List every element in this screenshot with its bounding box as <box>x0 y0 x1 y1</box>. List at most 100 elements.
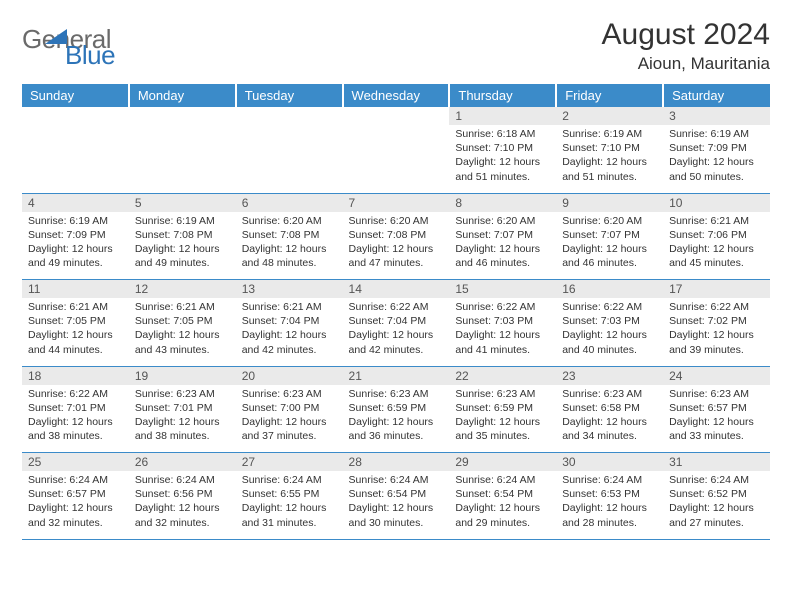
sunrise-line: Sunrise: 6:24 AM <box>349 473 444 487</box>
sunrise-line: Sunrise: 6:24 AM <box>455 473 550 487</box>
day-number-row: 11121314151617 <box>22 280 770 299</box>
sunset-line: Sunset: 6:57 PM <box>28 487 123 501</box>
sunset-line: Sunset: 6:54 PM <box>349 487 444 501</box>
sunset-line: Sunset: 6:54 PM <box>455 487 550 501</box>
day-number-cell: 30 <box>556 453 663 472</box>
sunrise-line: Sunrise: 6:19 AM <box>135 214 230 228</box>
daylight-line: Daylight: 12 hours and 51 minutes. <box>562 155 657 183</box>
daylight-line: Daylight: 12 hours and 37 minutes. <box>242 415 337 443</box>
day-data-cell: Sunrise: 6:24 AMSunset: 6:55 PMDaylight:… <box>236 471 343 539</box>
sunset-line: Sunset: 7:05 PM <box>28 314 123 328</box>
day-number-cell: 17 <box>663 280 770 299</box>
sunrise-line: Sunrise: 6:22 AM <box>669 300 764 314</box>
day-number-cell: 23 <box>556 366 663 385</box>
daylight-line: Daylight: 12 hours and 45 minutes. <box>669 242 764 270</box>
daylight-line: Daylight: 12 hours and 27 minutes. <box>669 501 764 529</box>
sunrise-line: Sunrise: 6:22 AM <box>562 300 657 314</box>
sunset-line: Sunset: 7:00 PM <box>242 401 337 415</box>
sunset-line: Sunset: 7:01 PM <box>28 401 123 415</box>
day-number-cell: 3 <box>663 107 770 125</box>
day-data-row: Sunrise: 6:22 AMSunset: 7:01 PMDaylight:… <box>22 385 770 453</box>
day-data-cell: Sunrise: 6:21 AMSunset: 7:04 PMDaylight:… <box>236 298 343 366</box>
sunrise-line: Sunrise: 6:24 AM <box>562 473 657 487</box>
daylight-line: Daylight: 12 hours and 29 minutes. <box>455 501 550 529</box>
sunrise-line: Sunrise: 6:19 AM <box>28 214 123 228</box>
sunrise-line: Sunrise: 6:23 AM <box>455 387 550 401</box>
day-data-cell: Sunrise: 6:24 AMSunset: 6:52 PMDaylight:… <box>663 471 770 539</box>
sunrise-line: Sunrise: 6:23 AM <box>669 387 764 401</box>
sunset-line: Sunset: 7:03 PM <box>562 314 657 328</box>
day-data-row: Sunrise: 6:21 AMSunset: 7:05 PMDaylight:… <box>22 298 770 366</box>
day-number-row: 18192021222324 <box>22 366 770 385</box>
day-data-cell: Sunrise: 6:23 AMSunset: 7:00 PMDaylight:… <box>236 385 343 453</box>
sunrise-line: Sunrise: 6:18 AM <box>455 127 550 141</box>
day-number-cell: 10 <box>663 193 770 212</box>
sunset-line: Sunset: 6:53 PM <box>562 487 657 501</box>
daylight-line: Daylight: 12 hours and 31 minutes. <box>242 501 337 529</box>
sunset-line: Sunset: 7:04 PM <box>242 314 337 328</box>
daylight-line: Daylight: 12 hours and 28 minutes. <box>562 501 657 529</box>
daylight-line: Daylight: 12 hours and 50 minutes. <box>669 155 764 183</box>
day-data-cell: Sunrise: 6:19 AMSunset: 7:10 PMDaylight:… <box>556 125 663 193</box>
sunset-line: Sunset: 6:52 PM <box>669 487 764 501</box>
day-number-cell <box>343 107 450 125</box>
title-block: August 2024 Aioun, Mauritania <box>602 18 770 74</box>
daylight-line: Daylight: 12 hours and 43 minutes. <box>135 328 230 356</box>
daylight-line: Daylight: 12 hours and 46 minutes. <box>562 242 657 270</box>
day-number-cell: 12 <box>129 280 236 299</box>
sunrise-line: Sunrise: 6:22 AM <box>28 387 123 401</box>
daylight-line: Daylight: 12 hours and 47 minutes. <box>349 242 444 270</box>
daylight-line: Daylight: 12 hours and 49 minutes. <box>28 242 123 270</box>
weekday-header: Sunday <box>22 84 129 107</box>
weekday-header: Friday <box>556 84 663 107</box>
day-number-cell: 4 <box>22 193 129 212</box>
day-number-row: 45678910 <box>22 193 770 212</box>
day-number-cell <box>129 107 236 125</box>
sunset-line: Sunset: 6:58 PM <box>562 401 657 415</box>
daylight-line: Daylight: 12 hours and 38 minutes. <box>28 415 123 443</box>
daylight-line: Daylight: 12 hours and 35 minutes. <box>455 415 550 443</box>
day-number-row: 123 <box>22 107 770 125</box>
sunrise-line: Sunrise: 6:24 AM <box>669 473 764 487</box>
weekday-header: Tuesday <box>236 84 343 107</box>
sunrise-line: Sunrise: 6:20 AM <box>349 214 444 228</box>
day-data-cell: Sunrise: 6:19 AMSunset: 7:09 PMDaylight:… <box>663 125 770 193</box>
day-number-cell: 15 <box>449 280 556 299</box>
sunset-line: Sunset: 7:06 PM <box>669 228 764 242</box>
sunrise-line: Sunrise: 6:24 AM <box>135 473 230 487</box>
day-number-cell: 14 <box>343 280 450 299</box>
sunrise-line: Sunrise: 6:21 AM <box>28 300 123 314</box>
day-number-cell: 2 <box>556 107 663 125</box>
day-number-cell: 26 <box>129 453 236 472</box>
sunset-line: Sunset: 7:04 PM <box>349 314 444 328</box>
day-data-cell: Sunrise: 6:21 AMSunset: 7:05 PMDaylight:… <box>22 298 129 366</box>
month-title: August 2024 <box>602 18 770 52</box>
daylight-line: Daylight: 12 hours and 51 minutes. <box>455 155 550 183</box>
day-data-cell: Sunrise: 6:22 AMSunset: 7:03 PMDaylight:… <box>556 298 663 366</box>
day-number-cell: 21 <box>343 366 450 385</box>
daylight-line: Daylight: 12 hours and 46 minutes. <box>455 242 550 270</box>
brand-part2: Blue <box>65 40 115 71</box>
sunset-line: Sunset: 7:10 PM <box>562 141 657 155</box>
day-number-cell: 7 <box>343 193 450 212</box>
sunset-line: Sunset: 7:02 PM <box>669 314 764 328</box>
sunset-line: Sunset: 7:05 PM <box>135 314 230 328</box>
day-data-cell: Sunrise: 6:23 AMSunset: 6:58 PMDaylight:… <box>556 385 663 453</box>
day-number-cell <box>236 107 343 125</box>
sunset-line: Sunset: 6:57 PM <box>669 401 764 415</box>
daylight-line: Daylight: 12 hours and 42 minutes. <box>242 328 337 356</box>
day-data-cell <box>129 125 236 193</box>
day-data-cell: Sunrise: 6:21 AMSunset: 7:06 PMDaylight:… <box>663 212 770 280</box>
sunset-line: Sunset: 6:55 PM <box>242 487 337 501</box>
day-data-cell: Sunrise: 6:20 AMSunset: 7:08 PMDaylight:… <box>236 212 343 280</box>
day-data-cell: Sunrise: 6:23 AMSunset: 6:59 PMDaylight:… <box>449 385 556 453</box>
day-number-cell: 28 <box>343 453 450 472</box>
daylight-line: Daylight: 12 hours and 40 minutes. <box>562 328 657 356</box>
sunset-line: Sunset: 6:59 PM <box>349 401 444 415</box>
day-number-cell: 24 <box>663 366 770 385</box>
sunrise-line: Sunrise: 6:20 AM <box>562 214 657 228</box>
day-number-cell: 5 <box>129 193 236 212</box>
day-number-cell: 19 <box>129 366 236 385</box>
calendar-table: SundayMondayTuesdayWednesdayThursdayFrid… <box>22 84 770 540</box>
day-data-cell: Sunrise: 6:24 AMSunset: 6:57 PMDaylight:… <box>22 471 129 539</box>
